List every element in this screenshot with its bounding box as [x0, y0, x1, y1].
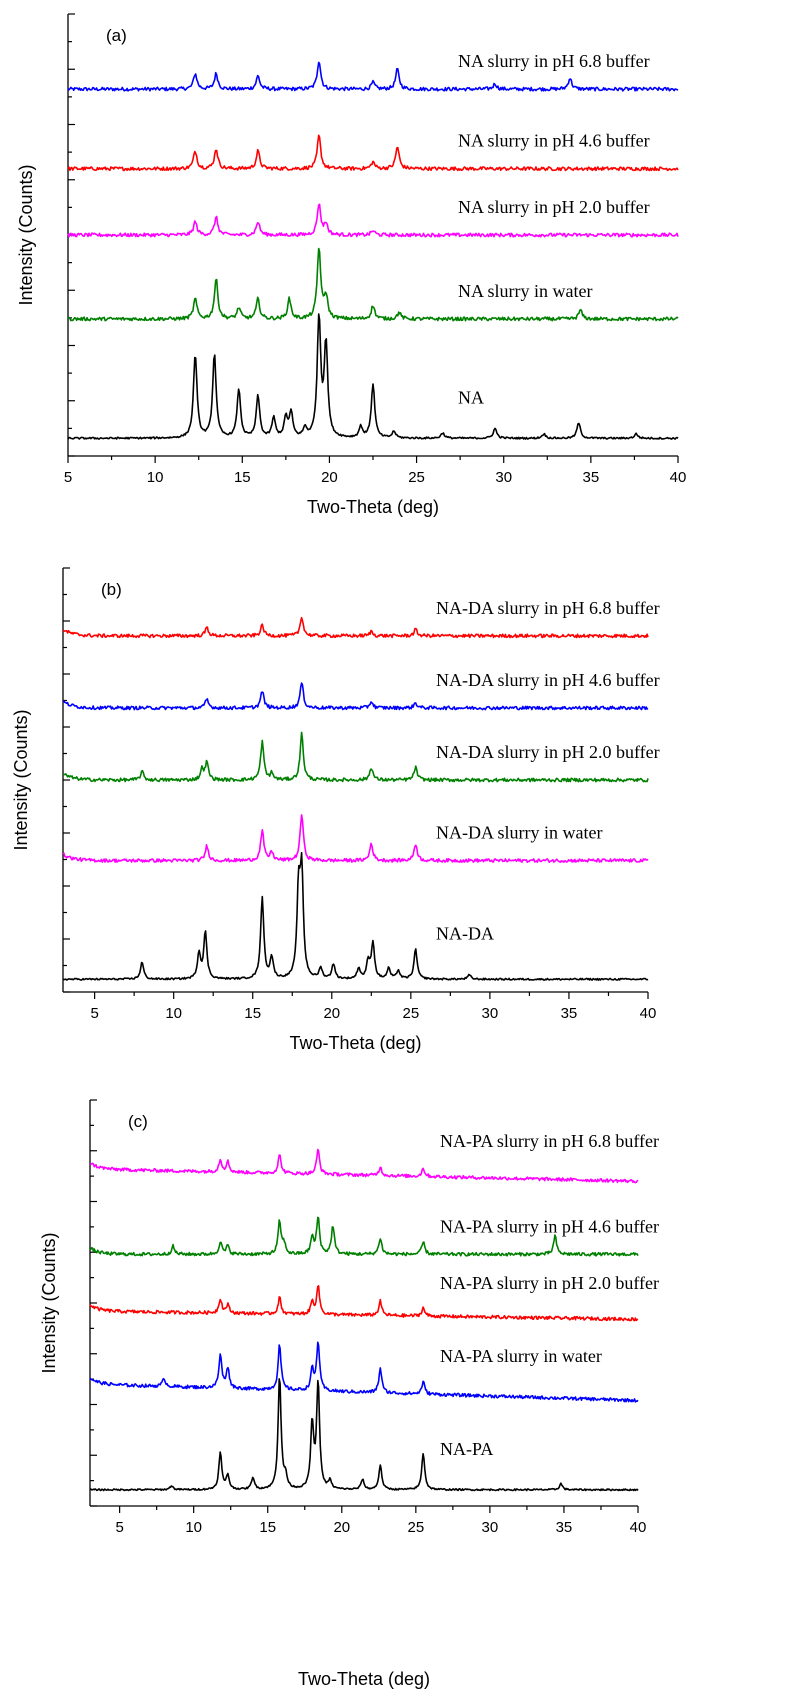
- x-tick-label: 15: [259, 1519, 276, 1536]
- x-tick-label: 40: [630, 1519, 647, 1536]
- panel-3: 5 10 15 20 25 30 35 40 Two-Theta (deg) Intensity …: [39, 1099, 659, 1689]
- series-line: [62, 616, 649, 639]
- series-label: NA-DA slurry in pH 4.6 buffer: [436, 670, 660, 690]
- x-tick-label: 25: [408, 469, 425, 486]
- x-tick-label: 5: [115, 1519, 123, 1536]
- panel-label: (b): [101, 580, 122, 599]
- series-line: [67, 203, 679, 238]
- x-tick-label: 40: [640, 1005, 657, 1022]
- x-tick-label: 35: [583, 469, 600, 486]
- y-axis-title: Intensity (Counts): [16, 164, 36, 305]
- x-tick-label: 35: [561, 1005, 578, 1022]
- series-label: NA-DA slurry in pH 2.0 buffer: [436, 742, 660, 762]
- x-axis-title: Two-Theta (deg): [307, 497, 439, 517]
- series-line: [89, 1341, 639, 1403]
- x-tick-label: 30: [482, 1005, 499, 1022]
- panel-label: (c): [128, 1112, 148, 1131]
- x-tick-label: 20: [321, 469, 338, 486]
- series-label: NA slurry in pH 4.6 buffer: [458, 131, 650, 151]
- x-tick-label: 10: [185, 1519, 202, 1536]
- series-label: NA-DA: [436, 923, 494, 943]
- series-label: NA slurry in pH 2.0 buffer: [458, 197, 650, 217]
- series-line: [67, 134, 679, 172]
- x-tick-label: 25: [402, 1005, 419, 1022]
- series-line: [67, 247, 679, 322]
- panel-2: 5 10 15 20 25 30 35 40 Two-Theta (deg) Intensity …: [11, 567, 660, 1053]
- x-tick-label: 5: [64, 469, 72, 486]
- series-label: NA slurry in pH 6.8 buffer: [458, 51, 650, 71]
- x-tick-label: 20: [323, 1005, 340, 1022]
- series-label: NA slurry in water: [458, 281, 592, 301]
- series-label: NA-PA: [440, 1439, 493, 1459]
- x-tick-label: 35: [556, 1519, 573, 1536]
- series-line: [89, 1148, 639, 1184]
- x-tick-label: 30: [482, 1519, 499, 1536]
- series-line: [62, 731, 649, 783]
- panel-1: 5 10 15 20 25 30 35 40 Two-Theta (deg) Intensity …: [16, 13, 687, 517]
- series-label: NA-PA slurry in pH 6.8 buffer: [440, 1131, 659, 1151]
- x-tick-label: 20: [333, 1519, 350, 1536]
- x-tick-label: 10: [165, 1005, 182, 1022]
- x-tick-label: 40: [670, 469, 687, 486]
- x-tick-label: 30: [495, 469, 512, 486]
- series-label: NA-PA slurry in water: [440, 1346, 602, 1366]
- x-tick-label: 25: [407, 1519, 424, 1536]
- series-label: NA: [458, 387, 484, 407]
- y-axis-title: Intensity (Counts): [39, 1232, 59, 1373]
- panel-label: (a): [106, 26, 127, 45]
- x-tick-label: 5: [90, 1005, 98, 1022]
- x-tick-label: 10: [147, 469, 164, 486]
- series-line: [67, 313, 679, 440]
- series-line: [62, 682, 649, 711]
- series-line: [67, 61, 679, 92]
- series-label: NA-PA slurry in pH 4.6 buffer: [440, 1216, 659, 1236]
- series-line: [89, 1378, 639, 1492]
- series-line: [89, 1285, 639, 1322]
- x-axis-title: Two-Theta (deg): [298, 1669, 430, 1689]
- series-line: [62, 851, 649, 981]
- series-label: NA-DA slurry in water: [436, 823, 602, 843]
- x-axis-title: Two-Theta (deg): [289, 1033, 421, 1053]
- x-tick-label: 15: [244, 1005, 261, 1022]
- y-axis-title: Intensity (Counts): [11, 709, 31, 850]
- series-label: NA-PA slurry in pH 2.0 buffer: [440, 1273, 659, 1293]
- x-tick-label: 15: [234, 469, 251, 486]
- series-line: [89, 1216, 639, 1257]
- series-label: NA-DA slurry in pH 6.8 buffer: [436, 598, 660, 618]
- series-line: [62, 814, 649, 864]
